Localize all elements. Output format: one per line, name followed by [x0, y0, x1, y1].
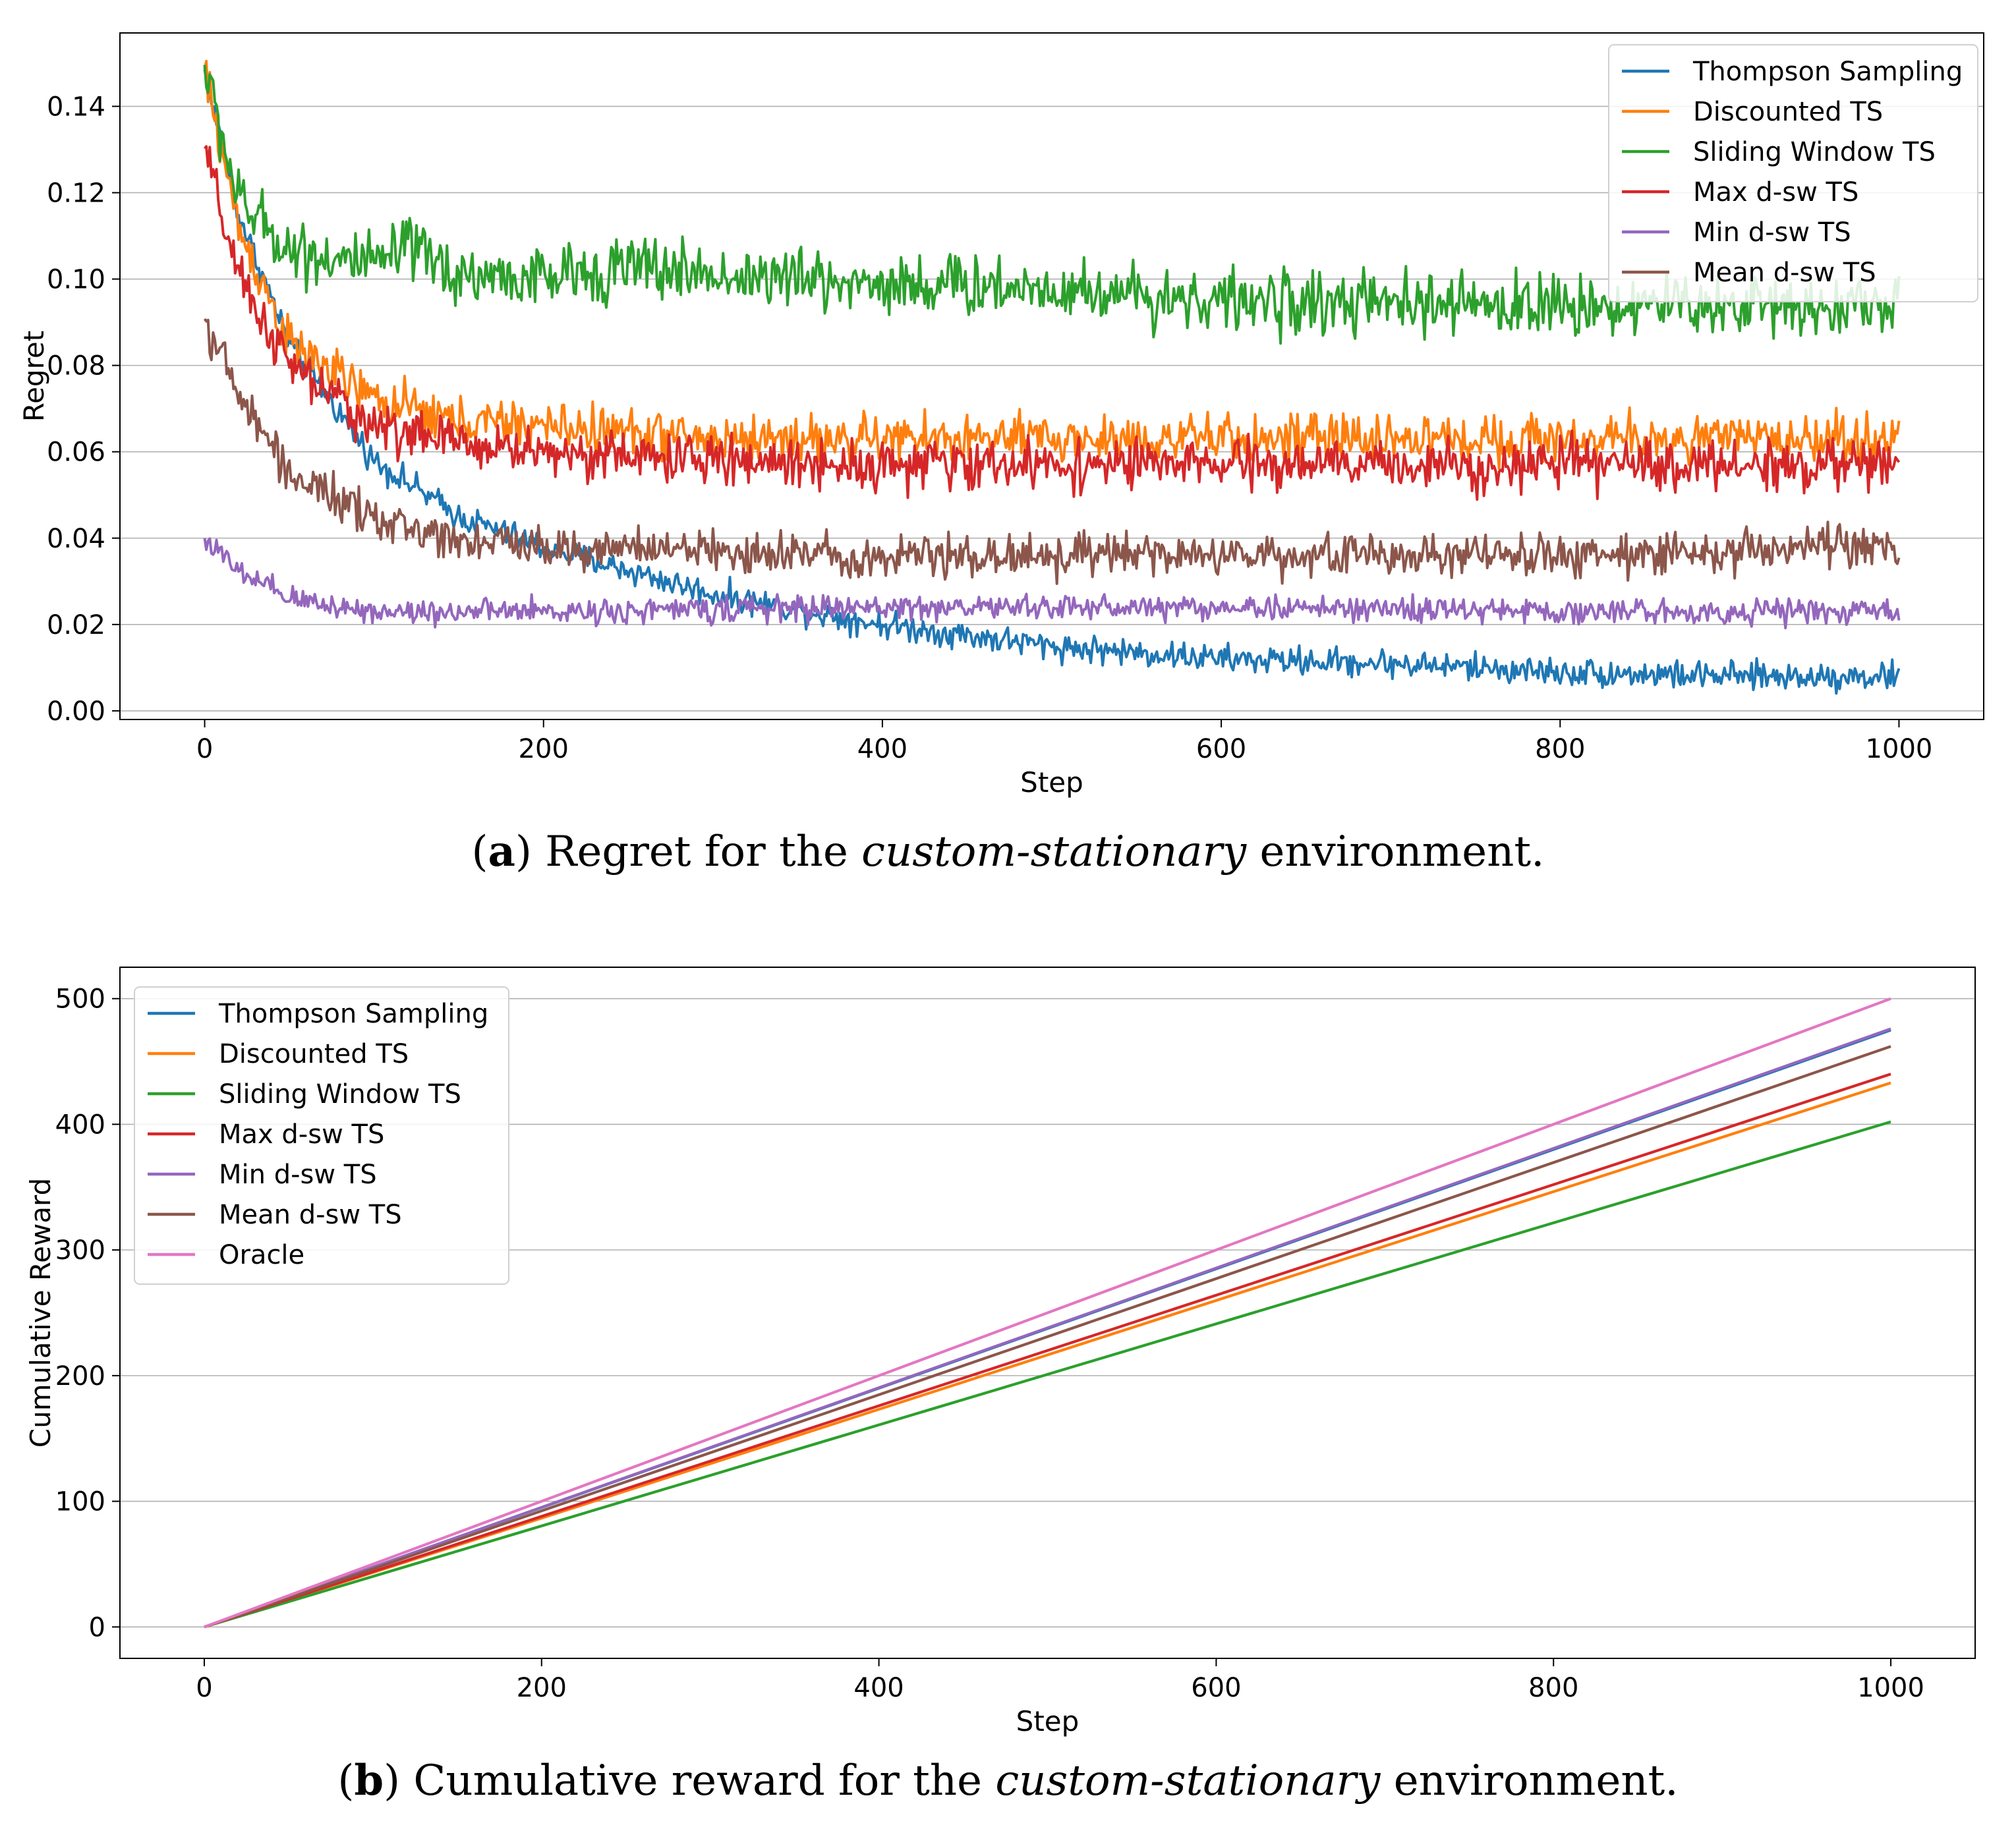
caption-a: (a) Regret for the custom-stationary env…	[471, 827, 1545, 876]
b-ytick-label-3: 300	[55, 1235, 105, 1266]
b-ytick-label-2: 200	[55, 1361, 105, 1392]
a-plot-frame	[119, 32, 1984, 720]
a-legend-label-discounted-ts: Discounted TS	[1693, 97, 1883, 127]
b-legend-box	[134, 986, 509, 1285]
b-legend-label-sliding-window-ts: Sliding Window TS	[219, 1079, 461, 1110]
a-ytick-label-2: 0.04	[47, 524, 105, 554]
b-legend-label-min-d-sw-ts: Min d-sw TS	[219, 1160, 377, 1190]
a-ytick-label-0: 0.00	[47, 696, 105, 727]
b-xtick-label-3: 600	[1191, 1673, 1241, 1703]
a-xtick-label-1: 200	[519, 734, 569, 764]
a-ytick-label-5: 0.10	[47, 265, 105, 295]
a-xtick-label-3: 600	[1196, 734, 1246, 764]
a-xtick-label-4: 800	[1535, 734, 1585, 764]
a-ytick-label-4: 0.08	[47, 351, 105, 381]
caption-b-post: environment.	[1380, 1757, 1679, 1805]
b-xtick-label-2: 400	[853, 1673, 904, 1703]
b-series-line-sliding-window-ts	[204, 1120, 1891, 1629]
b-xtick-label-5: 1000	[1857, 1673, 1924, 1703]
a-legend-label-sliding-window-ts: Sliding Window TS	[1693, 137, 1936, 167]
caption-a-label: a	[488, 827, 515, 876]
a-y-axis-label: Regret	[18, 331, 50, 422]
b-ytick-label-0: 0	[89, 1612, 105, 1643]
a-series-line-min-d-sw-ts	[203, 537, 1901, 630]
a-series-line-max-d-sw-ts	[203, 145, 1901, 501]
b-ytick-label-4: 400	[55, 1110, 105, 1140]
a-legend-label-thompson-sampling: Thompson Sampling	[1692, 57, 1963, 87]
b-series-line-min-d-sw-ts	[204, 1027, 1891, 1629]
a-xtick-label-2: 400	[857, 734, 907, 764]
a-legend: Thompson Sampling Discounted TS Sliding Wi…	[1608, 44, 1978, 302]
a-ytick-label-6: 0.12	[47, 178, 105, 208]
caption-a-post: environment.	[1246, 828, 1545, 876]
b-legend-label-mean-d-sw-ts: Mean d-sw TS	[219, 1200, 402, 1230]
a-series-line-mean-d-sw-ts	[203, 318, 1901, 585]
regret-chart: 0 200 400 600 800 1000 0.00 0.02 0.04 0.06 0.08 0.1…	[18, 32, 1984, 799]
caption-b: (b) Cumulative reward for the custom-sta…	[337, 1756, 1679, 1805]
b-xtick-label-4: 800	[1528, 1673, 1578, 1703]
a-ytick-label-3: 0.06	[47, 437, 105, 468]
b-plot-frame	[119, 967, 1976, 1659]
b-legend-label-max-d-sw-ts: Max d-sw TS	[219, 1119, 384, 1150]
b-ytick-label-1: 100	[55, 1487, 105, 1517]
b-y-axis-label: Cumulative Reward	[24, 1178, 57, 1448]
caption-b-pre: Cumulative reward for the	[413, 1757, 996, 1805]
caption-a-pre: Regret for the	[545, 828, 862, 876]
b-legend-label-thompson-sampling: Thompson Sampling	[218, 999, 488, 1029]
b-series-line-mean-d-sw-ts	[204, 1045, 1891, 1629]
a-legend-label-max-d-sw-ts: Max d-sw TS	[1693, 177, 1858, 208]
a-legend-label-min-d-sw-ts: Min d-sw TS	[1693, 217, 1851, 248]
b-legend: Thompson Sampling Discounted TS Sliding Wi…	[134, 986, 509, 1285]
b-xtick-label-0: 0	[196, 1673, 212, 1703]
a-ytick-label-1: 0.02	[47, 610, 105, 640]
a-series-group	[203, 59, 1901, 695]
b-ytick-label-5: 500	[55, 984, 105, 1015]
b-series-group	[204, 997, 1891, 1629]
a-series-line-thompson-sampling	[203, 69, 1901, 695]
a-legend-label-mean-d-sw-ts: Mean d-sw TS	[1693, 258, 1876, 288]
a-xtick-label-0: 0	[196, 734, 213, 764]
b-series-line-max-d-sw-ts	[204, 1073, 1891, 1629]
b-xtick-label-1: 200	[517, 1673, 567, 1703]
b-legend-label-oracle: Oracle	[219, 1240, 304, 1270]
a-xtick-label-5: 1000	[1866, 734, 1933, 764]
a-series-line-sliding-window-ts	[203, 65, 1901, 345]
caption-a-italic: custom-stationary	[861, 828, 1247, 876]
a-x-axis-label: Step	[1020, 766, 1083, 799]
b-series-line-discounted-ts	[204, 1081, 1891, 1629]
a-legend-box	[1608, 44, 1978, 302]
cumulative-reward-chart: 0 200 400 600 800 1000 0 100 200 300 400 500 Step Cum…	[24, 967, 1976, 1737]
caption-b-italic: custom-stationary	[995, 1757, 1381, 1805]
a-ytick-label-7: 0.14	[47, 92, 105, 122]
b-series-line-oracle	[204, 997, 1891, 1629]
b-x-axis-label: Step	[1016, 1705, 1080, 1737]
caption-b-label: b	[354, 1756, 384, 1805]
b-legend-label-discounted-ts: Discounted TS	[219, 1039, 409, 1069]
a-series-line-discounted-ts	[203, 59, 1901, 470]
